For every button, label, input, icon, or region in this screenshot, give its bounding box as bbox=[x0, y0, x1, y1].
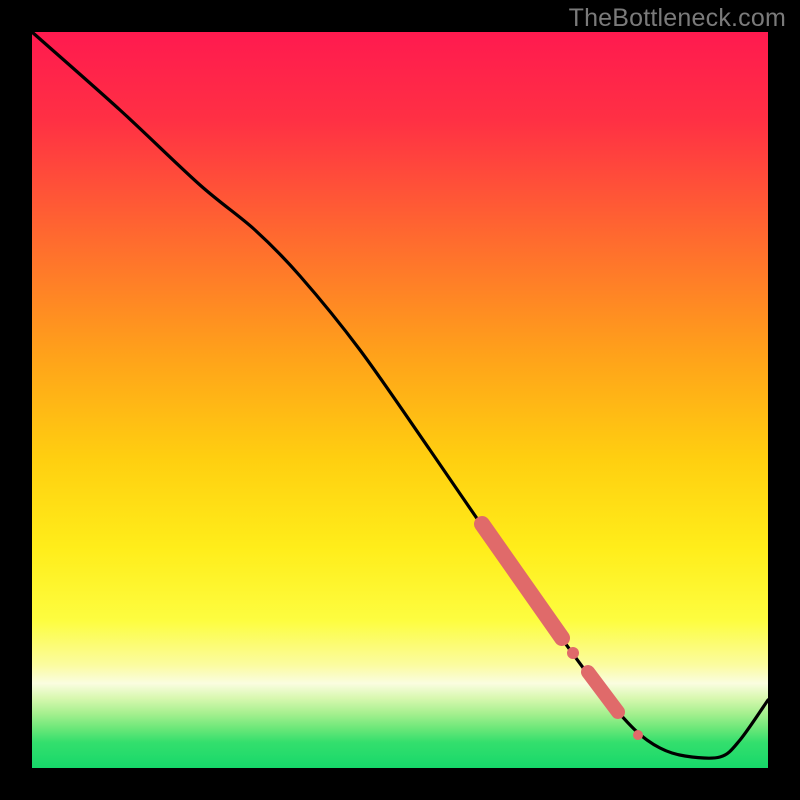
marker-dot bbox=[633, 730, 643, 740]
plot-background bbox=[32, 32, 768, 768]
chart-canvas: { "watermark": { "text": "TheBottleneck.… bbox=[0, 0, 800, 800]
watermark-text: TheBottleneck.com bbox=[569, 4, 786, 33]
marker-dot bbox=[567, 647, 579, 659]
chart-svg bbox=[0, 0, 800, 800]
